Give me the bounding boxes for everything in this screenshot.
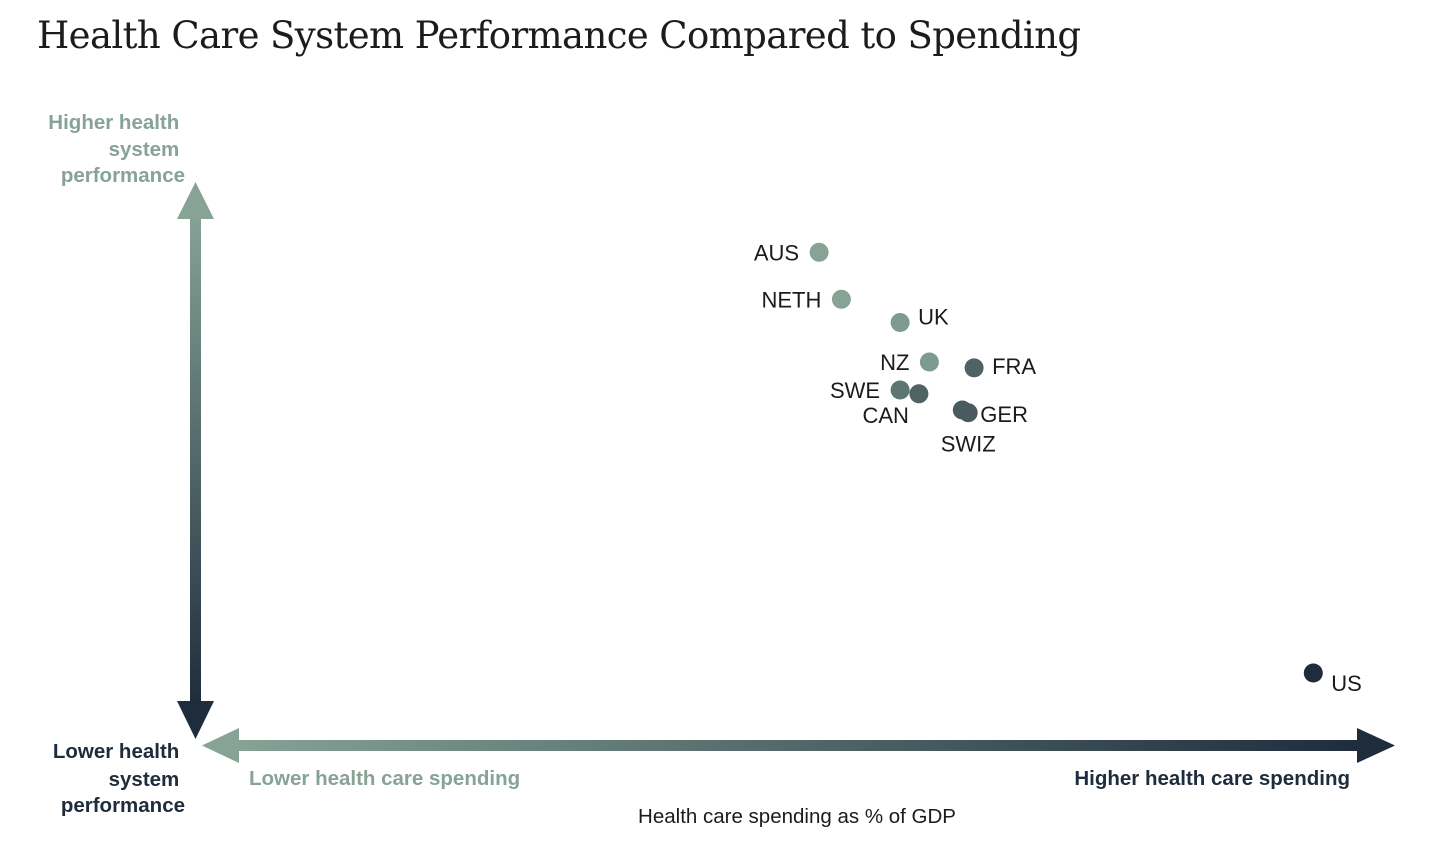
point-swiz bbox=[958, 403, 978, 423]
x-axis-shaft bbox=[234, 740, 1362, 751]
x-axis-arrowhead-left bbox=[202, 728, 239, 763]
x-axis-high-label: Higher health care spending bbox=[1074, 767, 1350, 790]
point-aus bbox=[809, 242, 829, 262]
point-neth bbox=[831, 289, 851, 309]
y-axis-low-line-3: performance bbox=[61, 794, 185, 817]
point-uk bbox=[890, 313, 910, 332]
x-axis-arrowhead-right bbox=[1357, 728, 1395, 763]
chart-title: Health Care System Performance Compared … bbox=[37, 14, 1081, 57]
y-axis-low-line-1: Lower health bbox=[53, 740, 179, 763]
y-axis-arrowhead-down bbox=[177, 701, 214, 739]
point-label-can: CAN bbox=[862, 403, 908, 428]
point-label-nz: NZ bbox=[880, 350, 909, 375]
y-axis-low-line-2: system bbox=[109, 768, 180, 791]
y-axis-high-label: Higher health system performance bbox=[48, 111, 185, 187]
point-label-ger: GER bbox=[980, 402, 1028, 427]
point-label-uk: UK bbox=[918, 305, 949, 330]
y-axis-high-line-2: system bbox=[109, 138, 180, 161]
x-axis-title: Health care spending as % of GDP bbox=[638, 805, 956, 828]
y-axis-high-line-3: performance bbox=[61, 164, 185, 187]
point-label-us: US bbox=[1331, 671, 1362, 696]
y-axis-low-label: Lower health system performance bbox=[53, 740, 185, 817]
point-fra bbox=[964, 358, 984, 378]
point-label-swiz: SWIZ bbox=[941, 432, 996, 457]
point-label-neth: NETH bbox=[762, 287, 822, 312]
y-axis-high-line-1: Higher health bbox=[48, 111, 179, 134]
x-axis-arrow bbox=[202, 728, 1395, 763]
point-label-fra: FRA bbox=[992, 354, 1036, 379]
point-nz bbox=[919, 352, 939, 372]
y-axis-arrow bbox=[177, 182, 214, 739]
point-label-swe: SWE bbox=[830, 378, 880, 403]
y-axis-arrowhead-up bbox=[177, 182, 214, 219]
point-swe bbox=[890, 380, 910, 400]
point-can bbox=[909, 384, 929, 404]
x-axis-low-label: Lower health care spending bbox=[249, 767, 520, 790]
point-us bbox=[1303, 663, 1323, 683]
y-axis-shaft bbox=[190, 214, 201, 706]
point-label-aus: AUS bbox=[754, 240, 799, 265]
